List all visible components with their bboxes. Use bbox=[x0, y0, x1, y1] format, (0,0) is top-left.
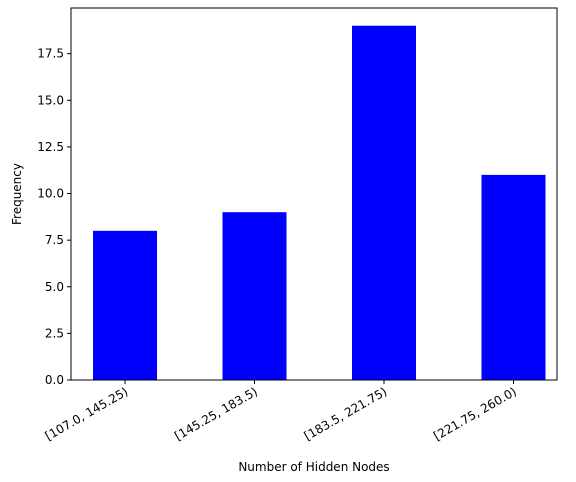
x-tick-label-3: [183.5, 221.75) bbox=[302, 384, 390, 443]
bar-2 bbox=[222, 212, 287, 380]
x-tick-label-1: [107.0, 145.25) bbox=[43, 384, 131, 443]
y-tick-label-1: 0.0 bbox=[45, 373, 64, 387]
x-tick-label-4: [221.75, 260.0) bbox=[431, 384, 519, 443]
x-axis: [107.0, 145.25) [145.25, 183.5) [183.5, 22… bbox=[43, 380, 519, 443]
y-axis: 0.0 2.5 5.0 7.5 10.0 12.5 15.0 17.5 bbox=[37, 47, 71, 387]
y-tick-label-6: 12.5 bbox=[37, 140, 64, 154]
y-tick-label-7: 15.0 bbox=[37, 93, 64, 107]
y-tick-label-3: 5.0 bbox=[45, 280, 64, 294]
y-tick-label-2: 2.5 bbox=[45, 326, 64, 340]
bar-4 bbox=[481, 174, 546, 380]
y-tick-label-8: 17.5 bbox=[37, 47, 64, 61]
bars-group bbox=[93, 25, 546, 380]
x-axis-label: Number of Hidden Nodes bbox=[238, 460, 389, 474]
bar-3 bbox=[352, 25, 416, 380]
bar-1 bbox=[93, 230, 157, 380]
y-axis-label: Frequency bbox=[10, 163, 24, 225]
plot-frame bbox=[70, 7, 558, 381]
y-tick-label-4: 7.5 bbox=[45, 233, 64, 247]
x-tick-label-2: [145.25, 183.5) bbox=[172, 384, 260, 443]
y-tick-label-5: 10.0 bbox=[37, 187, 64, 201]
